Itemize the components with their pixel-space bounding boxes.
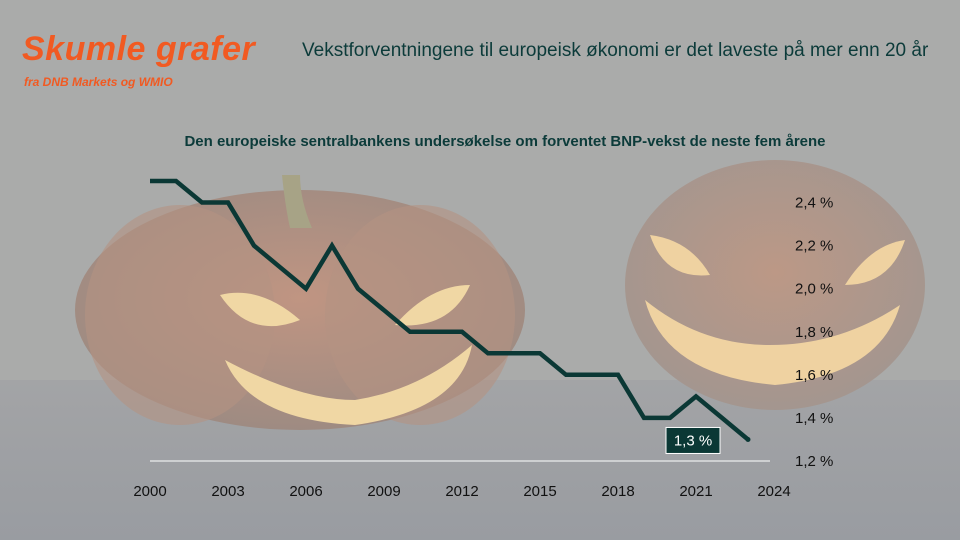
- brand-title: Skumle grafer: [22, 30, 256, 68]
- headline: Vekstforventningene til europeisk økonom…: [302, 40, 929, 61]
- callout-label: 1,3 %: [674, 432, 712, 449]
- x-tick-label: 2015: [523, 483, 556, 500]
- series-line-gdp-expectation: [150, 178, 750, 442]
- brand-subtitle: fra DNB Markets og WMIO: [24, 75, 173, 89]
- x-tick-label: 2003: [211, 483, 244, 500]
- x-tick-labels: 2000 2003 2006 2009 2012 2015 2018 2021 2024: [133, 483, 790, 500]
- y-tick-label: 2,0 %: [795, 281, 833, 298]
- x-tick-label: 2021: [679, 483, 712, 500]
- x-tick-label: 2009: [367, 483, 400, 500]
- y-tick-labels: 2,4 % 2,2 % 2,0 % 1,8 % 1,6 % 1,4 % 1,2 %: [795, 195, 833, 470]
- x-tick-label: 2006: [289, 483, 322, 500]
- callout-box: [665, 426, 721, 454]
- y-tick-label: 2,4 %: [795, 195, 833, 212]
- y-tick-label: 1,4 %: [795, 410, 833, 427]
- y-tick-label: 2,2 %: [795, 238, 833, 255]
- x-tick-label: 2012: [445, 483, 478, 500]
- y-tick-label: 1,2 %: [795, 453, 833, 470]
- x-tick-label: 2024: [757, 483, 790, 500]
- y-tick-label: 1,8 %: [795, 324, 833, 341]
- y-tick-label: 1,6 %: [795, 367, 833, 384]
- chart-title: Den europeiske sentralbankens undersøkel…: [184, 133, 826, 150]
- last-value-callout: 1,3 %: [665, 426, 751, 454]
- last-point-marker: [745, 436, 751, 442]
- x-tick-label: 2018: [601, 483, 634, 500]
- x-tick-label: 2000: [133, 483, 166, 500]
